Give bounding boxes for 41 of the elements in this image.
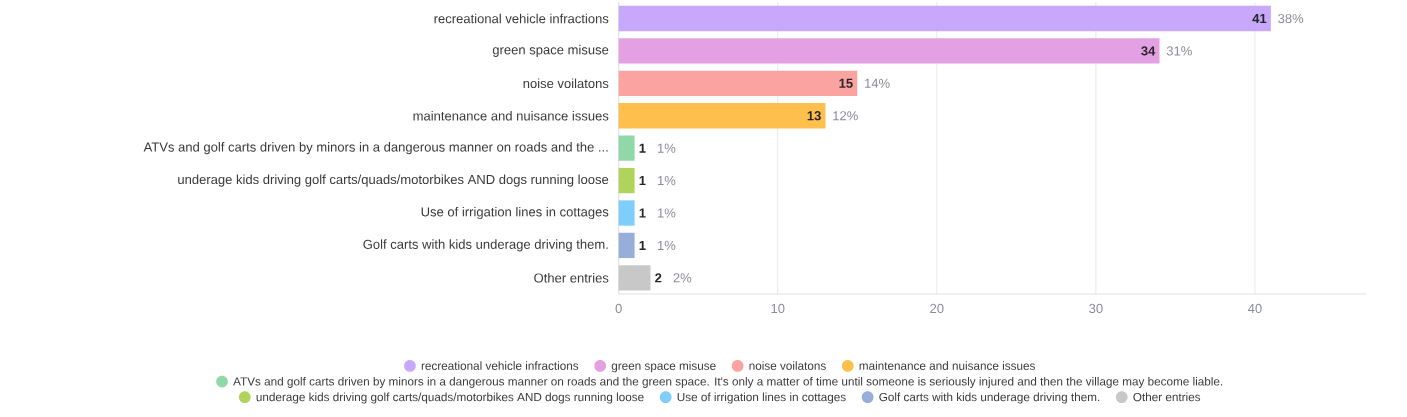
x-tick-label: 40 (1248, 303, 1262, 314)
legend-label: ATVs and golf carts driven by minors in a dangerous manner on roads and the green space. It's only a matter of time until someone is seriously injured and then the village may become liable. (233, 376, 1223, 388)
legend-label: recreational vehicle infractions (421, 361, 579, 370)
annotation: 2% (673, 273, 692, 283)
annotation: 1% (657, 143, 676, 153)
y-tick-label: underage kids driving golf carts/quads/motorbikes AND dogs running loose (178, 174, 609, 187)
data-label: 15 (839, 78, 853, 88)
data-label: 1 (639, 143, 646, 153)
legend-label: Use of irrigation lines in cottages (677, 392, 846, 404)
x-tick-label: 0 (615, 303, 622, 314)
data-label: 13 (807, 111, 821, 121)
legend-label: Golf carts with kids underage driving them. (879, 392, 1100, 404)
data-label: 34 (1141, 46, 1156, 56)
legend-label: Other entries (1133, 392, 1201, 402)
annotation: 1% (657, 208, 676, 218)
x-tick-label: 10 (771, 303, 785, 314)
x-tick-label: 20 (930, 303, 944, 314)
y-tick-label: Other entries (534, 272, 609, 283)
y-tick-label: Use of irrigation lines in cottages (421, 206, 609, 219)
x-tick-label: 30 (1089, 303, 1103, 314)
legend-label: maintenance and nuisance issues (859, 361, 1035, 370)
annotation: 1% (657, 175, 676, 186)
data-label: 41 (1252, 13, 1267, 23)
data-label: 1 (639, 208, 646, 218)
y-tick-label: green space misuse (492, 44, 609, 57)
y-tick-label: Golf carts with kids underage driving them. (363, 239, 608, 252)
annotation: 31% (1166, 46, 1192, 56)
data-label: 1 (639, 176, 646, 185)
annotation: 1% (657, 240, 676, 250)
y-tick-label: recreational vehicle infractions (434, 13, 609, 24)
annotation: 38% (1278, 13, 1304, 24)
y-tick-label: noise voilatons (523, 78, 609, 89)
annotation: 12% (833, 111, 858, 121)
legend-label: noise voilatons (749, 361, 826, 370)
data-label: 1 (639, 240, 646, 250)
y-tick-label: maintenance and nuisance issues (413, 110, 609, 121)
annotation: 14% (865, 78, 890, 88)
y-tick-label: ATVs and golf carts driven by minors in a dangerous manner on roads and the ... (143, 142, 608, 155)
legend-label: underage kids driving golf carts/quads/motorbikes AND dogs running loose (256, 392, 644, 404)
legend-label: green space misuse (611, 361, 716, 373)
data-label: 2 (655, 273, 662, 283)
